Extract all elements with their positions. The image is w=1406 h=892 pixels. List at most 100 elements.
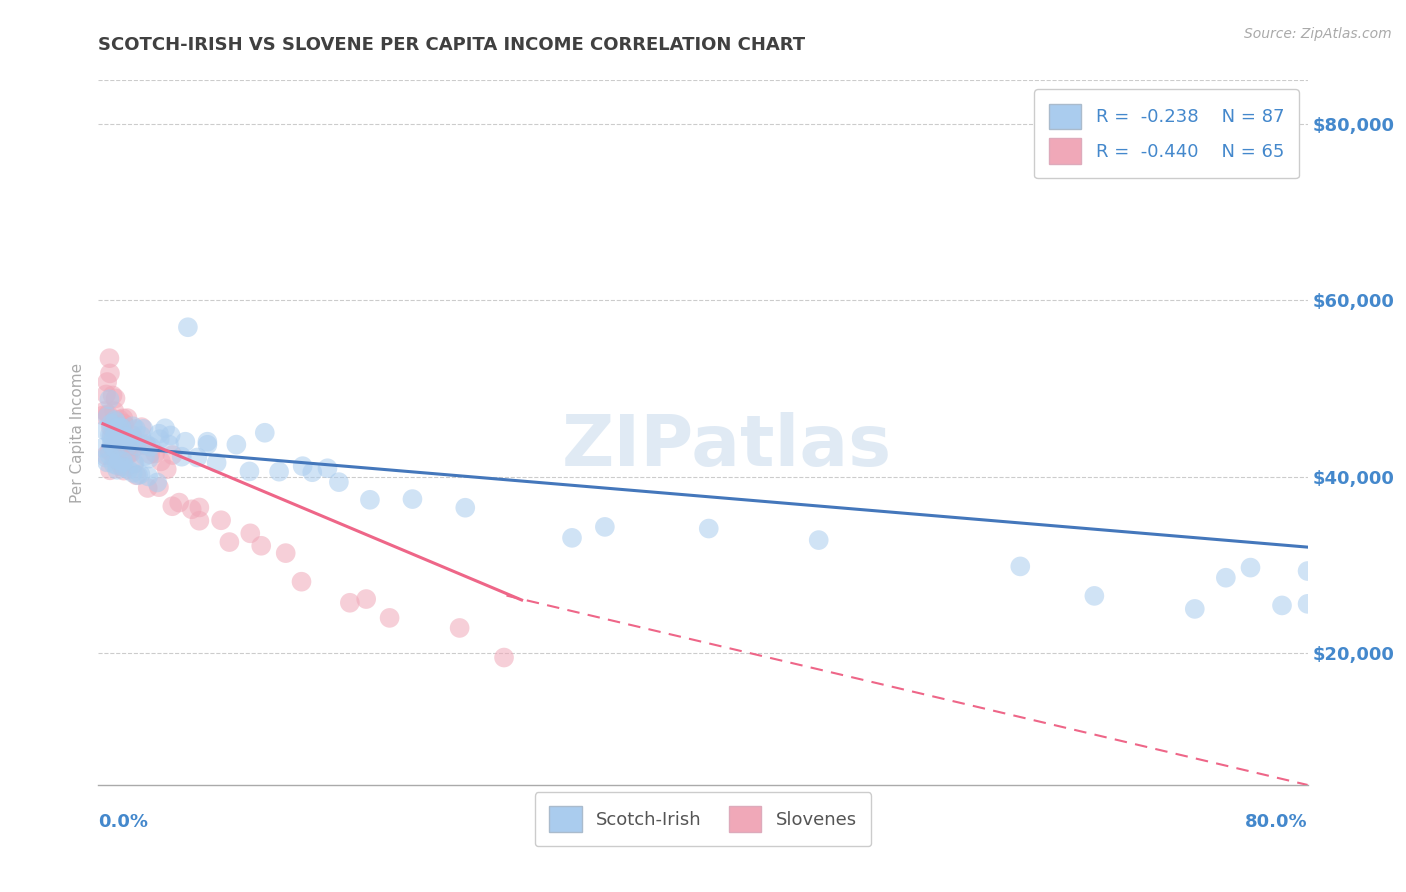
Point bbox=[127, 468, 149, 483]
Point bbox=[146, 475, 169, 490]
Point bbox=[1083, 589, 1105, 603]
Point bbox=[115, 434, 138, 449]
Point bbox=[167, 495, 190, 509]
Point bbox=[114, 434, 136, 448]
Point bbox=[104, 439, 127, 453]
Point bbox=[177, 320, 200, 334]
Point bbox=[1271, 599, 1294, 613]
Point bbox=[100, 420, 122, 434]
Point bbox=[96, 387, 118, 401]
Point bbox=[117, 440, 139, 454]
Point bbox=[1215, 571, 1237, 585]
Point bbox=[148, 426, 170, 441]
Point bbox=[401, 492, 423, 507]
Point bbox=[94, 404, 117, 418]
Point bbox=[103, 449, 125, 463]
Point bbox=[105, 458, 128, 473]
Point bbox=[118, 433, 141, 447]
Point bbox=[115, 430, 138, 444]
Point bbox=[250, 539, 273, 553]
Point bbox=[149, 454, 172, 468]
Point bbox=[136, 481, 159, 495]
Point bbox=[98, 427, 121, 442]
Point bbox=[112, 417, 135, 432]
Point bbox=[120, 446, 142, 460]
Point bbox=[188, 500, 211, 515]
Point bbox=[98, 448, 121, 462]
Point bbox=[134, 438, 156, 452]
Point bbox=[253, 425, 276, 440]
Point bbox=[120, 435, 142, 450]
Point bbox=[111, 420, 134, 434]
Point bbox=[107, 420, 129, 434]
Point bbox=[238, 464, 260, 478]
Point bbox=[328, 475, 350, 490]
Point bbox=[96, 409, 118, 424]
Point bbox=[112, 411, 135, 425]
Point bbox=[98, 463, 121, 477]
Point bbox=[239, 526, 262, 541]
Point bbox=[114, 460, 136, 475]
Point bbox=[121, 419, 143, 434]
Legend: Scotch-Irish, Slovenes: Scotch-Irish, Slovenes bbox=[534, 792, 872, 847]
Point bbox=[94, 450, 117, 465]
Point bbox=[101, 388, 124, 402]
Point bbox=[118, 447, 141, 461]
Point bbox=[110, 459, 132, 474]
Point bbox=[378, 611, 401, 625]
Point bbox=[103, 429, 125, 443]
Point bbox=[139, 440, 162, 454]
Point bbox=[134, 449, 156, 463]
Point bbox=[105, 417, 128, 432]
Point bbox=[110, 421, 132, 435]
Point bbox=[104, 441, 127, 455]
Point bbox=[103, 457, 125, 471]
Point bbox=[170, 450, 193, 464]
Point bbox=[129, 429, 152, 443]
Point bbox=[105, 463, 128, 477]
Point bbox=[111, 454, 134, 468]
Point bbox=[197, 434, 219, 449]
Point bbox=[143, 446, 166, 460]
Point bbox=[117, 463, 139, 477]
Point bbox=[153, 421, 176, 435]
Point bbox=[107, 444, 129, 458]
Point bbox=[100, 417, 122, 431]
Point bbox=[162, 448, 184, 462]
Point bbox=[135, 437, 157, 451]
Point bbox=[115, 432, 138, 446]
Point bbox=[139, 447, 162, 461]
Point bbox=[117, 411, 139, 425]
Y-axis label: Per Capita Income: Per Capita Income bbox=[69, 362, 84, 503]
Text: Source: ZipAtlas.com: Source: ZipAtlas.com bbox=[1244, 27, 1392, 41]
Point bbox=[97, 407, 120, 421]
Point bbox=[125, 468, 148, 483]
Point bbox=[136, 469, 159, 483]
Point bbox=[96, 375, 118, 389]
Point bbox=[454, 500, 477, 515]
Point bbox=[93, 423, 115, 437]
Point bbox=[1296, 564, 1319, 578]
Point bbox=[197, 438, 219, 452]
Point bbox=[112, 429, 135, 443]
Point bbox=[156, 462, 179, 476]
Point bbox=[101, 429, 124, 443]
Point bbox=[101, 434, 124, 449]
Point bbox=[110, 441, 132, 455]
Point bbox=[132, 422, 155, 436]
Point bbox=[121, 428, 143, 442]
Point bbox=[125, 439, 148, 453]
Point bbox=[104, 392, 127, 406]
Point bbox=[104, 413, 127, 427]
Text: 80.0%: 80.0% bbox=[1244, 814, 1308, 831]
Point bbox=[118, 438, 141, 452]
Point bbox=[274, 546, 297, 560]
Point bbox=[107, 429, 129, 443]
Point bbox=[104, 415, 127, 429]
Text: 0.0%: 0.0% bbox=[98, 814, 149, 831]
Point bbox=[100, 429, 122, 443]
Point bbox=[148, 480, 170, 494]
Point bbox=[100, 437, 122, 451]
Point bbox=[124, 457, 146, 471]
Point bbox=[301, 465, 323, 479]
